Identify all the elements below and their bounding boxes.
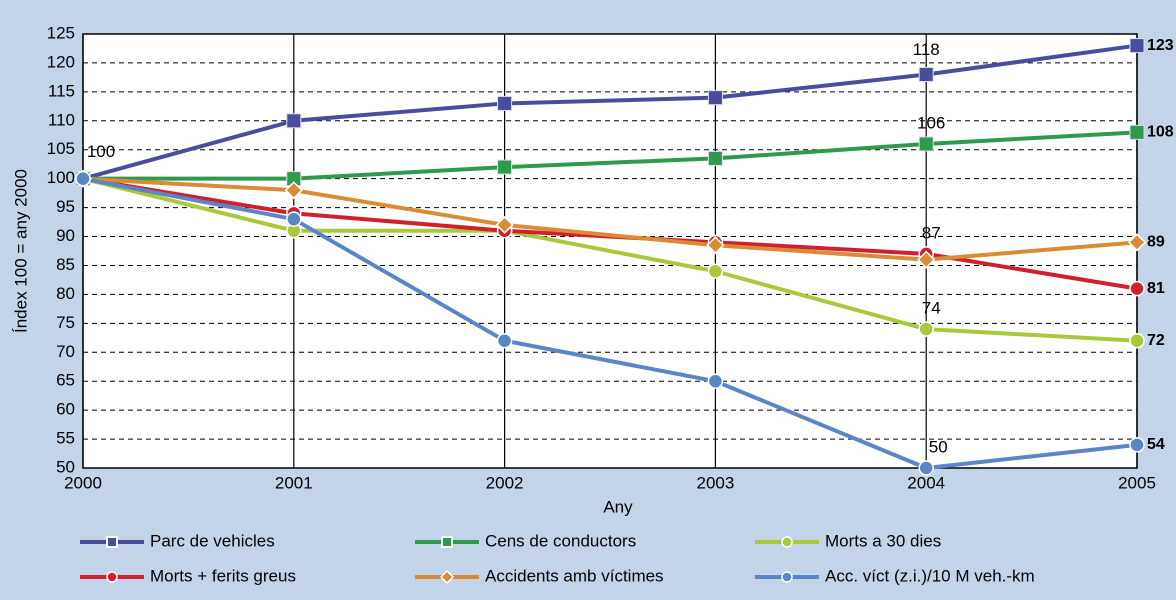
legend-label: Accidents amb víctimes	[485, 566, 664, 585]
marker	[918, 321, 934, 337]
annotation: 100	[87, 142, 115, 161]
series-line	[82, 176, 1138, 343]
marker	[707, 373, 724, 389]
y-tick-label: 50	[56, 457, 75, 476]
marker	[1127, 233, 1147, 252]
marker	[495, 215, 514, 235]
x-tick-label: 2001	[275, 473, 313, 492]
legend-label: Acc. víct (z.i.)/10 M veh.-km	[825, 566, 1035, 585]
annotation: 118	[913, 40, 940, 59]
marker	[707, 150, 723, 166]
y-tick-label: 125	[47, 23, 75, 42]
y-axis-label: Índex 100 = any 2000	[11, 169, 30, 333]
marker	[707, 90, 723, 106]
marker	[781, 536, 793, 548]
y-tick-label: 75	[56, 313, 75, 332]
y-tick-label: 95	[56, 197, 75, 216]
marker	[441, 536, 453, 548]
marker	[918, 67, 934, 83]
marker	[439, 569, 455, 585]
marker	[497, 159, 513, 175]
marker	[917, 250, 936, 269]
end-label: 123	[1147, 37, 1174, 54]
marker	[918, 136, 934, 152]
marker	[284, 181, 303, 200]
marker	[286, 211, 302, 227]
y-tick-label: 105	[47, 139, 75, 158]
marker	[106, 571, 118, 583]
end-label: 108	[1147, 124, 1174, 141]
marker	[497, 95, 513, 111]
marker	[1129, 332, 1145, 349]
series-line	[82, 43, 1138, 181]
y-tick-label: 65	[56, 371, 75, 390]
marker	[286, 113, 302, 129]
legend-label: Morts a 30 dies	[825, 531, 941, 550]
y-tick-label: 115	[48, 81, 75, 100]
marker	[1129, 38, 1145, 54]
y-tick-label: 100	[47, 168, 75, 187]
annotation: 87	[922, 223, 941, 242]
y-tick-label: 85	[56, 255, 75, 274]
x-tick-label: 2003	[696, 473, 734, 492]
y-tick-label: 90	[56, 226, 75, 245]
y-tick-label: 55	[56, 429, 75, 448]
annotation: 50	[929, 437, 948, 456]
annotation: 106	[917, 113, 945, 132]
legend-label: Morts + ferits greus	[150, 566, 296, 585]
marker	[75, 170, 91, 187]
series-line	[83, 130, 1138, 181]
marker	[496, 332, 513, 349]
y-tick-label: 110	[48, 110, 75, 129]
x-axis-label: Any	[603, 497, 633, 516]
x-tick-label: 2005	[1118, 473, 1156, 492]
series-line	[82, 176, 1138, 470]
series-line	[82, 176, 1138, 262]
x-tick-label: 2000	[64, 473, 102, 492]
end-label: 89	[1147, 234, 1165, 251]
end-label: 72	[1147, 332, 1165, 349]
end-label: 81	[1147, 280, 1165, 297]
marker	[1129, 437, 1145, 453]
y-tick-label: 120	[47, 52, 75, 71]
marker	[706, 236, 725, 255]
marker	[781, 571, 793, 583]
marker	[106, 536, 118, 548]
y-tick-label: 70	[56, 342, 75, 361]
y-tick-label: 80	[56, 284, 75, 303]
marker	[918, 460, 934, 476]
marker	[1129, 124, 1145, 140]
legend-label: Parc de vehicles	[150, 531, 275, 550]
marker	[1129, 280, 1145, 297]
x-tick-label: 2002	[486, 473, 524, 492]
marker	[707, 263, 724, 280]
annotation: 74	[922, 299, 941, 318]
end-label: 54	[1147, 436, 1165, 453]
y-tick-label: 60	[56, 400, 75, 419]
legend-label: Cens de conductors	[485, 531, 636, 550]
x-tick-label: 2004	[907, 473, 945, 492]
